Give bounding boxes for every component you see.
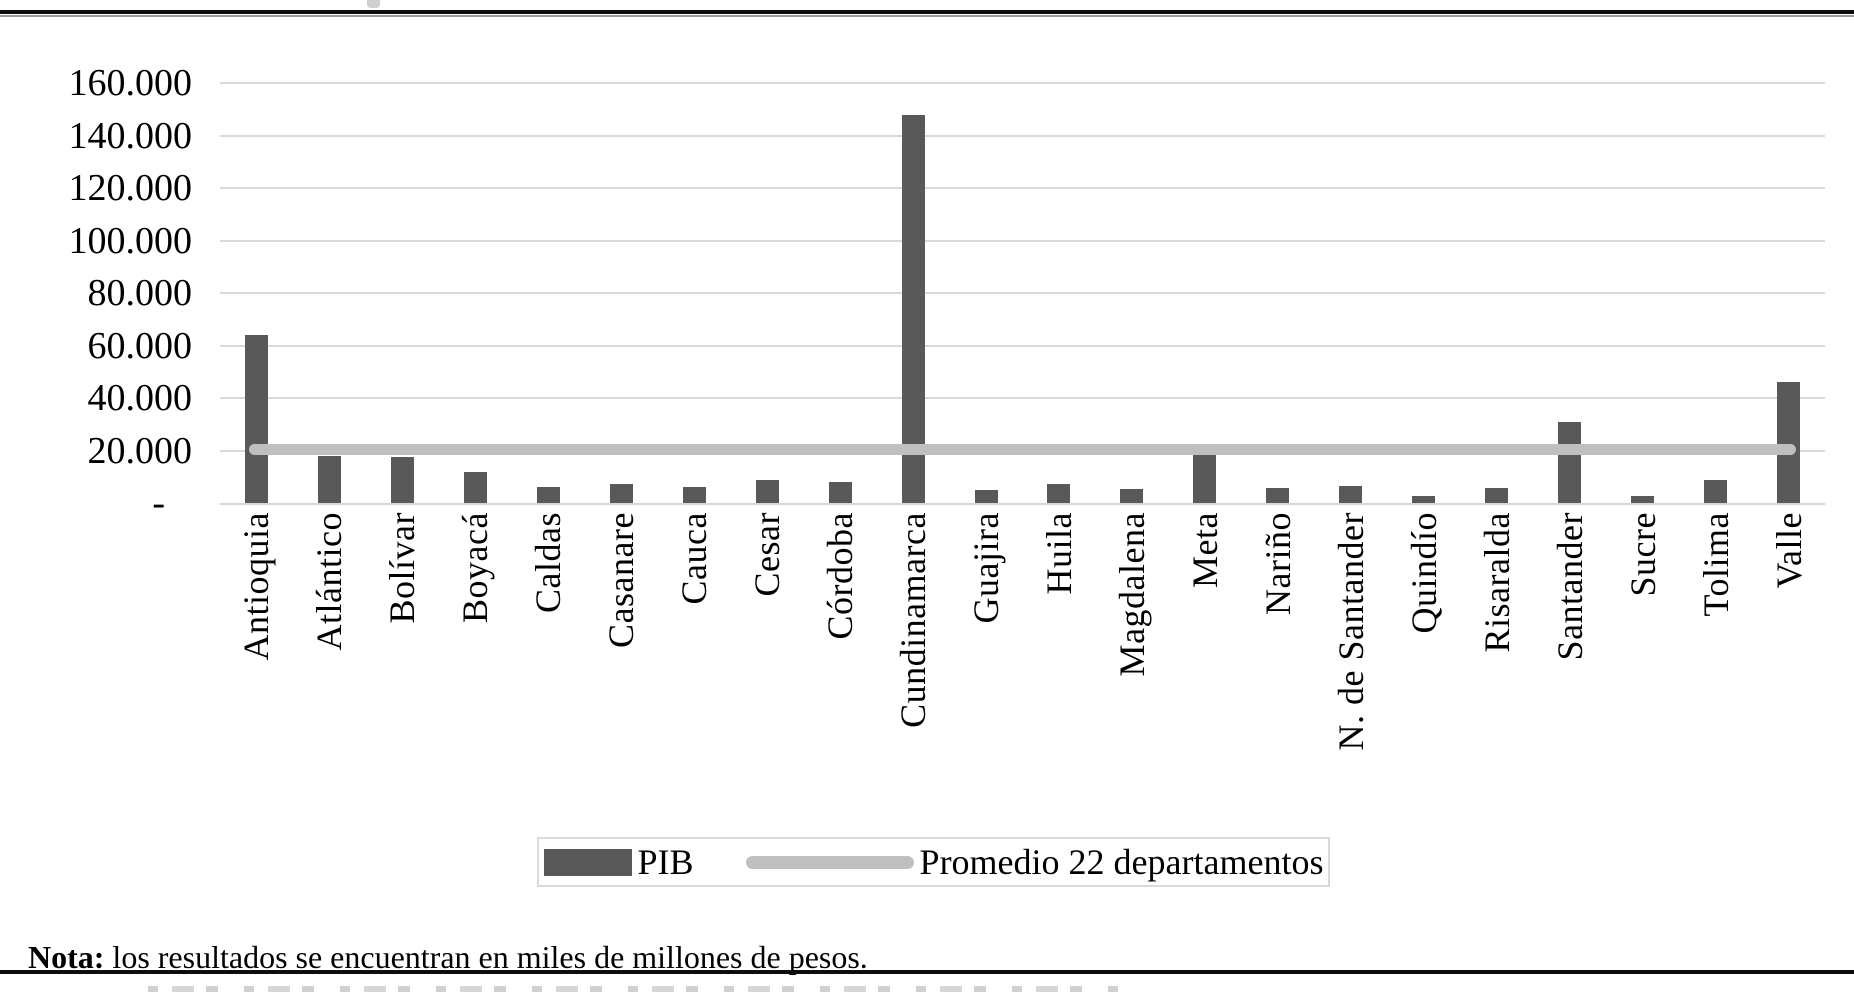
bar-nari-o bbox=[1266, 487, 1290, 503]
y-tick-20000: 20.000 bbox=[87, 429, 193, 472]
figure-top-rule-shadow bbox=[0, 15, 1854, 17]
bar-guajira bbox=[974, 490, 998, 503]
promedio-legend-label: Promedio 22 departamentos bbox=[919, 842, 1324, 882]
x-label-n-de-santander: N. de Santander bbox=[1330, 512, 1371, 751]
x-label-risaralda: Risaralda bbox=[1476, 512, 1517, 653]
bar-risaralda bbox=[1485, 487, 1509, 503]
bar-bol-var bbox=[390, 457, 414, 503]
gridline-80000 bbox=[220, 292, 1825, 294]
pib-legend-label: PIB bbox=[637, 842, 694, 882]
bar-boyac bbox=[463, 471, 487, 503]
cropped-next-line-text bbox=[148, 986, 1128, 992]
x-label-valle: Valle bbox=[1768, 512, 1809, 589]
bar-cesar bbox=[755, 480, 779, 503]
y-tick-40000: 40.000 bbox=[87, 377, 193, 419]
y-tick-80000: 80.000 bbox=[87, 272, 193, 314]
bar-atl-ntico bbox=[317, 455, 341, 503]
bar-caldas bbox=[536, 487, 560, 503]
x-label-casanare: Casanare bbox=[601, 512, 642, 648]
bar-huila bbox=[1047, 484, 1071, 503]
x-label-cesar: Cesar bbox=[747, 512, 788, 597]
x-label-huila: Huila bbox=[1038, 512, 1079, 595]
chart-legend: PIB Promedio 22 departamentos bbox=[537, 837, 1330, 887]
x-label-magdalena: Magdalena bbox=[1111, 512, 1152, 677]
note-prefix: Nota: bbox=[28, 939, 105, 975]
figure-top-rule bbox=[0, 10, 1854, 14]
x-label-antioquia: Antioquia bbox=[236, 512, 277, 661]
bar-magdalena bbox=[1120, 489, 1144, 503]
figure-note: Nota: los resultados se encuentran en mi… bbox=[28, 935, 868, 979]
bar-tolima bbox=[1704, 479, 1728, 503]
bar-valle bbox=[1777, 382, 1801, 503]
bar-quind-o bbox=[1412, 495, 1436, 503]
gridline-100000 bbox=[220, 239, 1825, 242]
bar-casanare bbox=[609, 483, 633, 503]
x-label-cundinamarca: Cundinamarca bbox=[893, 512, 934, 728]
bar-chart: 160.000 140.000 120.000 100.000 80.000 60.000… bbox=[68, 62, 1825, 751]
x-label-atl-ntico: Atlántico bbox=[309, 512, 350, 651]
y-tick-140000: 140.000 bbox=[68, 114, 193, 157]
bar-sucre bbox=[1631, 495, 1655, 503]
x-label-caldas: Caldas bbox=[528, 512, 569, 613]
y-tick-0: - bbox=[152, 482, 165, 524]
legend-item-pib: PIB bbox=[543, 841, 694, 883]
gridline-160000 bbox=[220, 82, 1825, 84]
x-label-c-rdoba: Córdoba bbox=[820, 512, 861, 640]
x-label-quind-o: Quindío bbox=[1403, 512, 1444, 634]
legend-item-promedio: Promedio 22 departamentos bbox=[745, 841, 1324, 883]
y-tick-100000: 100.000 bbox=[68, 219, 193, 262]
gridline-40000 bbox=[220, 397, 1825, 399]
bar-antioquia bbox=[244, 335, 268, 503]
gridline-120000 bbox=[220, 187, 1825, 189]
x-label-bol-var: Bolívar bbox=[382, 512, 423, 624]
gridline-60000 bbox=[220, 344, 1825, 347]
promedio-line-swatch bbox=[745, 855, 914, 869]
bar-n-de-santander bbox=[1339, 485, 1363, 503]
gridline-140000 bbox=[220, 134, 1825, 137]
cropped-glyph-artifact bbox=[367, 0, 380, 8]
note-body: los resultados se encuentran en miles de… bbox=[104, 939, 868, 975]
bar-santander bbox=[1558, 421, 1582, 503]
x-label-sucre: Sucre bbox=[1622, 512, 1663, 597]
x-label-santander: Santander bbox=[1549, 512, 1590, 661]
figure-bottom-rule bbox=[0, 970, 1854, 974]
bar-cauca bbox=[682, 486, 706, 503]
x-label-nari-o: Nariño bbox=[1257, 512, 1298, 615]
x-label-meta: Meta bbox=[1184, 512, 1225, 588]
bar-c-rdoba bbox=[828, 482, 852, 503]
pib-bar-swatch bbox=[543, 848, 632, 876]
x-axis-line bbox=[220, 503, 1825, 505]
bar-cundinamarca bbox=[901, 114, 925, 503]
x-label-guajira: Guajira bbox=[966, 512, 1007, 624]
x-label-cauca: Cauca bbox=[674, 512, 715, 605]
x-label-tolima: Tolima bbox=[1695, 512, 1736, 617]
y-tick-60000: 60.000 bbox=[87, 324, 193, 367]
y-tick-160000: 160.000 bbox=[68, 62, 193, 104]
promedio-line bbox=[249, 443, 1796, 455]
bar-meta bbox=[1193, 454, 1217, 503]
x-label-boyac: Boyacá bbox=[455, 512, 496, 623]
y-tick-120000: 120.000 bbox=[68, 167, 193, 209]
